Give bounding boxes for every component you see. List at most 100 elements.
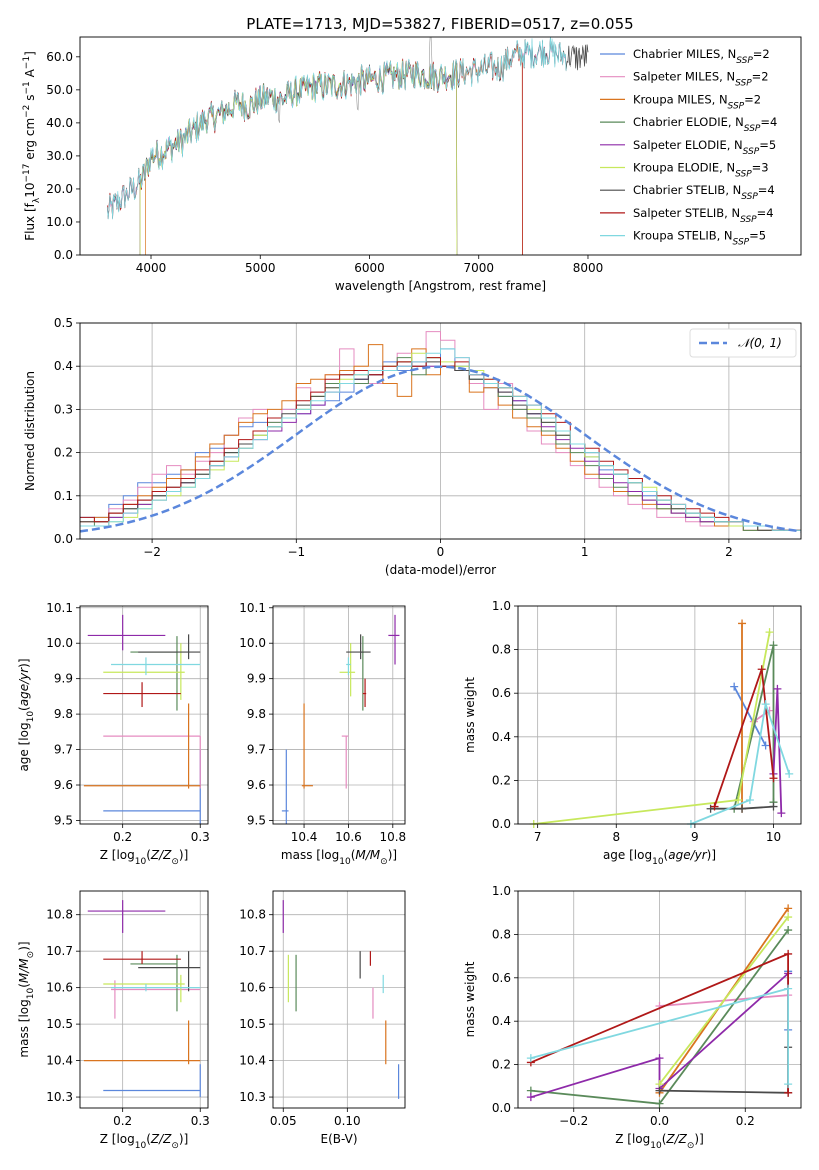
weight-marker [785,769,794,778]
age_vs_Z-panel: 0.2 0.3 9.5 9.6 9.7 9.8 9.9 10.0 10.1 Z [log10(Z/… [17,601,210,867]
legend-label: Salpeter ELODIE, NSSP=5 [633,138,776,157]
x-axis-label: mass [log10(M/M⊙)] [281,848,397,867]
age_vs_mass-panel: 10.4 10.6 10.8 9.5 9.6 9.7 9.8 9.9 10.0 10.1 mass … [239,601,406,867]
y-tick-label: 0.0 [492,817,511,831]
weight-marker [738,619,747,628]
legend-label: Salpeter MILES, NSSP=2 [633,70,769,89]
x-tick-label: 10 [766,830,781,844]
y-tick-label: 0.6 [492,971,511,985]
y-tick-label: 40.0 [46,116,73,130]
y-tick-label: 9.8 [54,707,73,721]
legend-label: Kroupa MILES, NSSP=2 [633,92,761,111]
normal-curve [80,365,801,533]
weight-marker [784,904,793,913]
weight-marker [769,802,778,811]
weight-marker [769,641,778,650]
weight-marker [730,682,739,691]
legend-label: Chabrier ELODIE, NSSP=4 [633,115,777,134]
x-tick-label: 10.6 [335,830,362,844]
x-tick-label: 8 [612,830,620,844]
weight-marker [738,804,747,813]
weight-marker [761,700,770,709]
y-axis-label: Normed distribution [23,371,37,491]
y-tick-label: 9.6 [247,778,266,792]
x-tick-label: −1 [287,545,305,559]
weight-marker [745,796,754,805]
legend-label: Chabrier STELIB, NSSP=4 [633,183,775,202]
y-tick-label: 0.3 [54,402,73,416]
figure-title: PLATE=1713, MJD=53827, FIBERID=0517, z=0… [246,15,633,33]
x-tick-label: 1 [581,545,589,559]
legend-label: Salpeter STELIB, NSSP=4 [633,206,774,225]
x-tick-label: 2 [725,545,733,559]
weight-marker [757,665,766,674]
weight-marker [777,809,786,818]
axes-frame [272,890,406,1109]
y-tick-label: 10.1 [46,601,73,615]
y-tick-label: 0.4 [492,730,511,744]
weight-line [530,972,789,1099]
mass_vs_Z-panel: 0.2 0.3 10.3 10.4 10.5 10.6 10.7 10.8 Z [log10(Z… [17,890,210,1151]
y-tick-label: 9.8 [247,707,266,721]
axes-frame [79,36,802,256]
weight-marker [784,913,793,922]
y-tick-label: 10.4 [46,1054,73,1068]
y-tick-label: 0.2 [492,1058,511,1072]
x-tick-label: 0.2 [736,1114,755,1128]
model-spectrum [106,37,567,220]
weight-line [533,632,771,825]
y-tick-label: 10.7 [46,944,73,958]
legend-label: Kroupa ELODIE, NSSP=3 [633,161,769,180]
spectrum-legend: Chabrier MILES, NSSP=2 Salpeter MILES, NS… [600,47,777,248]
y-tick-label: 10.3 [46,1090,73,1104]
weight-marker [765,628,774,637]
weight-marker [526,1093,535,1102]
x-tick-label: 0.2 [113,830,132,844]
y-tick-label: 10.5 [46,1017,73,1031]
y-tick-label: 10.0 [46,215,73,229]
x-tick-label: 0.05 [270,1114,297,1128]
y-tick-label: 0.4 [492,1014,511,1028]
y-tick-label: 9.9 [247,672,266,686]
y-tick-label: 9.5 [54,813,73,827]
model-spectrum [139,61,458,255]
y-tick-label: 0.5 [54,316,73,330]
residual-histogram [80,348,801,531]
weight-marker [526,1054,535,1063]
weight_vs_age-panel: 7 8 9 10 0.0 0.2 0.4 0.6 0.8 1.0 age [log10(age/yr… [463,599,802,867]
x-axis-label: wavelength [Angstrom, rest frame] [335,279,546,293]
y-tick-label: 0.0 [492,1101,511,1115]
weight-marker [769,774,778,783]
y-tick-label: 10.4 [239,1054,266,1068]
y-tick-label: 9.7 [54,743,73,757]
y-axis-label: mass weight [463,677,477,753]
x-axis-label: E(B-V) [320,1132,357,1146]
y-tick-label: 0.2 [492,773,511,787]
x-axis-label: Z [log10(Z/Z⊙)] [100,1132,189,1151]
y-tick-label: 0.0 [54,532,73,546]
x-tick-label: 0.3 [191,1114,210,1128]
x-tick-label: 0 [437,545,445,559]
y-tick-label: 0.8 [492,927,511,941]
y-tick-label: 10.8 [239,908,266,922]
model-spectrum [139,59,458,255]
y-tick-label: 9.7 [247,743,266,757]
y-tick-label: 20.0 [46,182,73,196]
x-axis-label: Z [log10(Z/Z⊙)] [100,848,189,867]
x-axis-label: (data-model)/error [385,563,496,577]
weight_vs_Z-panel: −0.2 0.0 0.2 0.0 0.2 0.4 0.6 0.8 1.0 Z [log10(Z/Z… [463,884,802,1151]
axes-frame [517,890,802,1109]
residual-panel: −2 −1 0 1 2 0.0 0.1 0.2 0.3 0.4 0.5 (data-model)/er… [23,316,802,577]
y-tick-label: 0.0 [54,248,73,262]
y-tick-label: 0.8 [492,643,511,657]
weight-marker [784,1088,793,1097]
weight-marker [784,1080,793,1089]
x-tick-label: 0.0 [650,1114,669,1128]
y-tick-label: 10.0 [239,636,266,650]
x-tick-label: 0.3 [191,830,210,844]
axes-frame [79,890,209,1109]
weight-marker [655,1054,664,1063]
y-axis-label: mass weight [463,961,477,1037]
y-axis-label: mass [log10(M/M⊙)] [17,941,36,1057]
